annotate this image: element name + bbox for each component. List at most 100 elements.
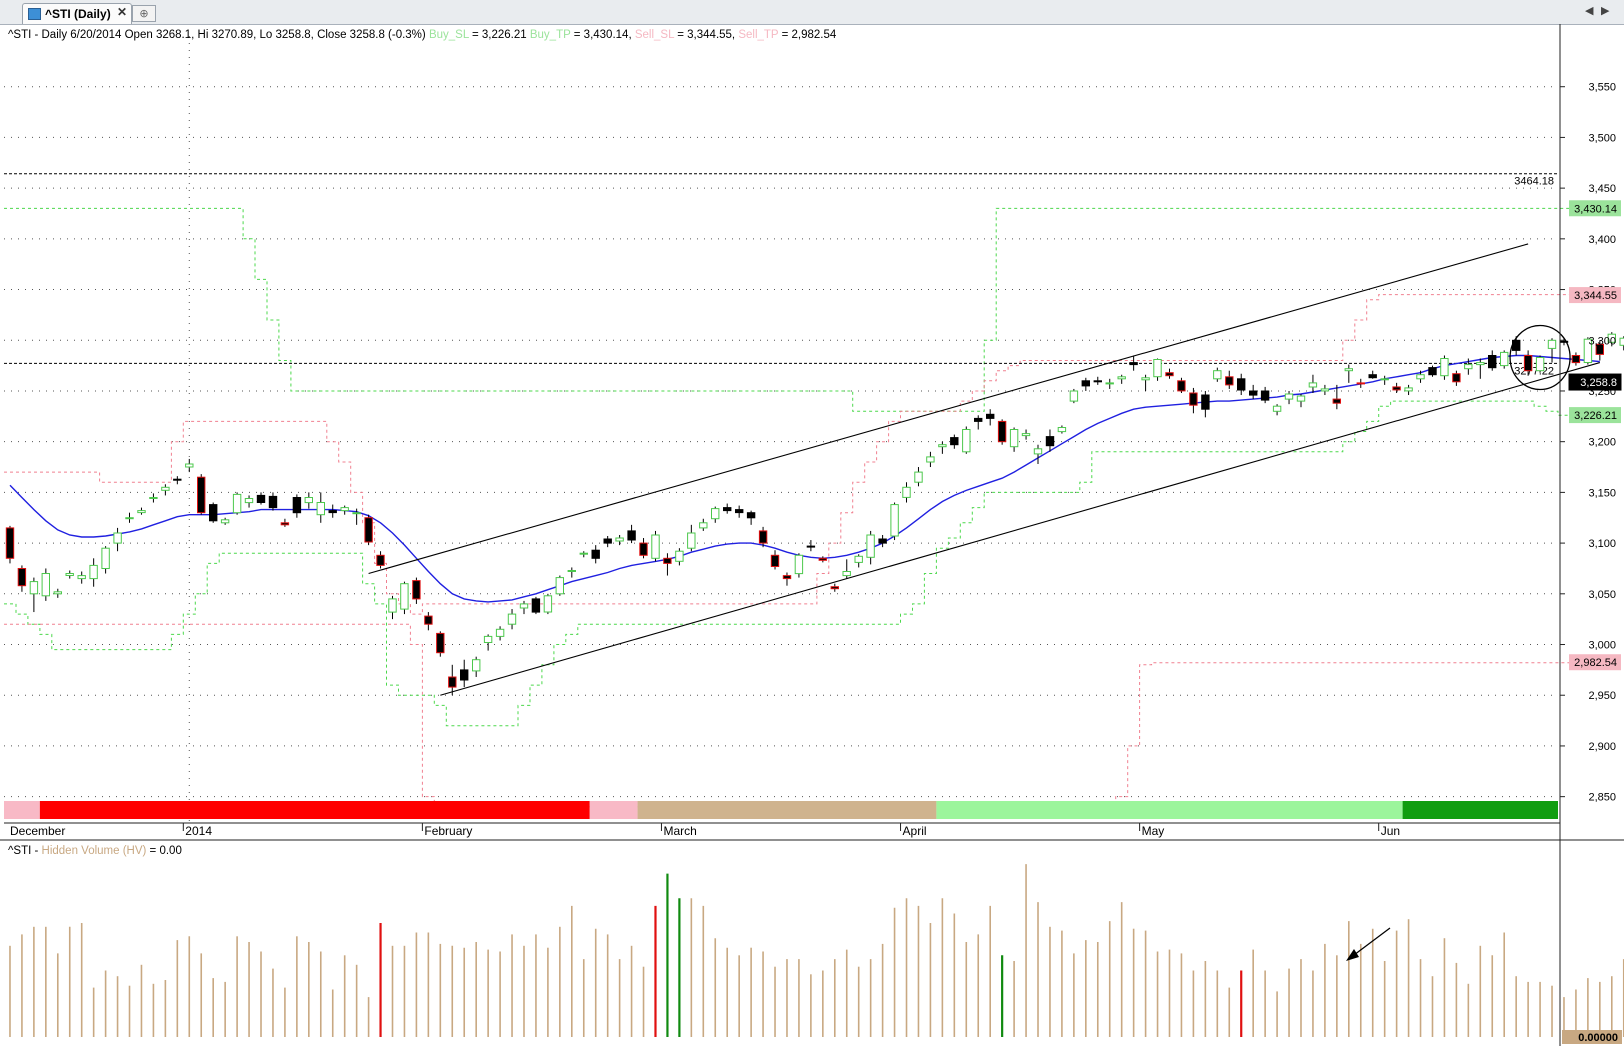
candle-body <box>1619 337 1624 346</box>
upper-channel-line <box>368 243 1529 575</box>
indicator-name: Sell_SL <box>635 29 677 41</box>
candle-body <box>997 420 1007 443</box>
candle-body <box>543 595 553 613</box>
candle-body <box>472 659 481 672</box>
candle-body <box>1595 343 1604 355</box>
candle-body <box>890 504 899 537</box>
ribbon-segment <box>637 801 937 819</box>
candle-body <box>639 542 648 556</box>
indicator-value: = 3,344.55, <box>677 29 738 41</box>
candle-body <box>137 510 146 514</box>
y-tick-label: 3,400 <box>1588 234 1616 246</box>
axes <box>0 24 1624 1046</box>
candle-body <box>1105 382 1114 385</box>
candle-body <box>746 512 756 519</box>
candle-body <box>268 495 278 509</box>
candle-body <box>711 508 720 520</box>
candle-body <box>185 463 194 468</box>
new-tab-button[interactable]: ⊕ <box>132 5 156 22</box>
candle-body <box>627 530 636 541</box>
candle-body <box>1009 429 1019 448</box>
candle-body <box>448 676 457 688</box>
moving-average <box>9 354 1600 603</box>
candle-body <box>699 522 708 529</box>
x-tick-label: December <box>10 824 65 838</box>
candle-body <box>531 598 541 613</box>
header-prefix: ^STI - Daily 6/20/2014 Open 3268.1, Hi 3… <box>8 29 429 41</box>
price-tag-box <box>1569 407 1621 424</box>
level-label: 3277.22 <box>1514 365 1554 377</box>
candle-body <box>1476 362 1485 366</box>
volume-pane: ^STI - Hidden Volume (HV) = 0.00 0.00000 <box>8 845 1624 1044</box>
candle-body <box>376 554 385 566</box>
indicator-value: = 3,430.14, <box>574 29 635 41</box>
candle-body <box>1523 355 1533 372</box>
candle-body <box>149 497 158 499</box>
candle-body <box>1284 393 1294 400</box>
trend-lines[interactable] <box>368 243 1600 696</box>
candle-body <box>304 497 314 504</box>
candle-body <box>1177 380 1186 392</box>
ribbon-segment <box>39 801 590 819</box>
price-tags: 3,430.14 3,344.55 3,258.8 3,226.21 2,982.54 <box>1568 200 1622 671</box>
candle-body <box>603 538 612 544</box>
candle-body <box>412 580 421 600</box>
candle-body <box>842 571 851 577</box>
highlight-circle <box>1509 324 1571 391</box>
candle-body <box>1583 338 1593 364</box>
tab-bar: ^STI (Daily) ✕ ⊕ ◀ ▶ <box>0 0 1624 25</box>
price-tag-box <box>1568 373 1622 391</box>
price-tag-box <box>1569 287 1621 304</box>
close-icon[interactable]: ✕ <box>117 5 128 19</box>
candle-body <box>1069 390 1079 402</box>
candle-body <box>1260 390 1270 401</box>
volume-symbol: ^STI - <box>8 845 42 857</box>
chart-tab[interactable]: ^STI (Daily) ✕ <box>22 3 132 24</box>
candle-body <box>615 537 624 542</box>
scroll-right-icon[interactable]: ▶ <box>1601 4 1610 17</box>
candle-body <box>1356 382 1365 385</box>
candle-body <box>794 554 804 575</box>
candle-body <box>1153 359 1162 378</box>
trail-lower-green <box>4 400 1606 727</box>
y-tick-label: 3,200 <box>1588 437 1616 449</box>
candle-body <box>173 478 182 481</box>
candle-body <box>53 591 62 595</box>
tab-title: ^STI (Daily) <box>45 7 111 21</box>
candle-body <box>866 534 875 558</box>
y-tick-label: 3,100 <box>1588 538 1616 550</box>
candle-body <box>950 437 959 446</box>
price-tag-label: 3,430.14 <box>1574 203 1617 215</box>
volume-header-text: ^STI - Hidden Volume (HV) = 0.00 <box>8 845 182 857</box>
candle-body <box>1368 374 1377 379</box>
candle-body <box>507 613 517 625</box>
candle-body <box>1440 358 1449 377</box>
level-label: 3464.18 <box>1514 176 1554 188</box>
candle-body <box>1344 368 1353 372</box>
y-tick-label: 3,050 <box>1588 589 1616 601</box>
volume-indicator-value: = 0.00 <box>150 845 182 857</box>
x-tick-label: 2014 <box>185 824 212 838</box>
candle-body <box>723 507 732 512</box>
candle-body <box>902 486 911 498</box>
scroll-left-icon[interactable]: ◀ <box>1585 4 1594 17</box>
candle-body <box>1380 378 1389 381</box>
lower-channel-line <box>440 362 1600 696</box>
candle-body <box>1535 357 1545 372</box>
candle-body <box>854 555 863 563</box>
indicator-name: Sell_TP <box>738 29 781 41</box>
candle-body <box>483 635 493 644</box>
ribbon-segment <box>589 801 638 819</box>
candle-body <box>818 557 827 561</box>
candle-body <box>244 498 254 504</box>
x-tick-label: April <box>903 824 927 838</box>
arrow-icon <box>1346 949 1359 961</box>
candle-body <box>1093 380 1102 383</box>
trail-levels <box>4 207 1606 808</box>
chart-header: ^STI - Daily 6/20/2014 Open 3268.1, Hi 3… <box>8 29 837 41</box>
candle-body <box>1213 370 1222 380</box>
price-tag-box <box>1569 200 1621 217</box>
candle-body <box>519 603 529 609</box>
candle-body <box>1320 388 1330 392</box>
